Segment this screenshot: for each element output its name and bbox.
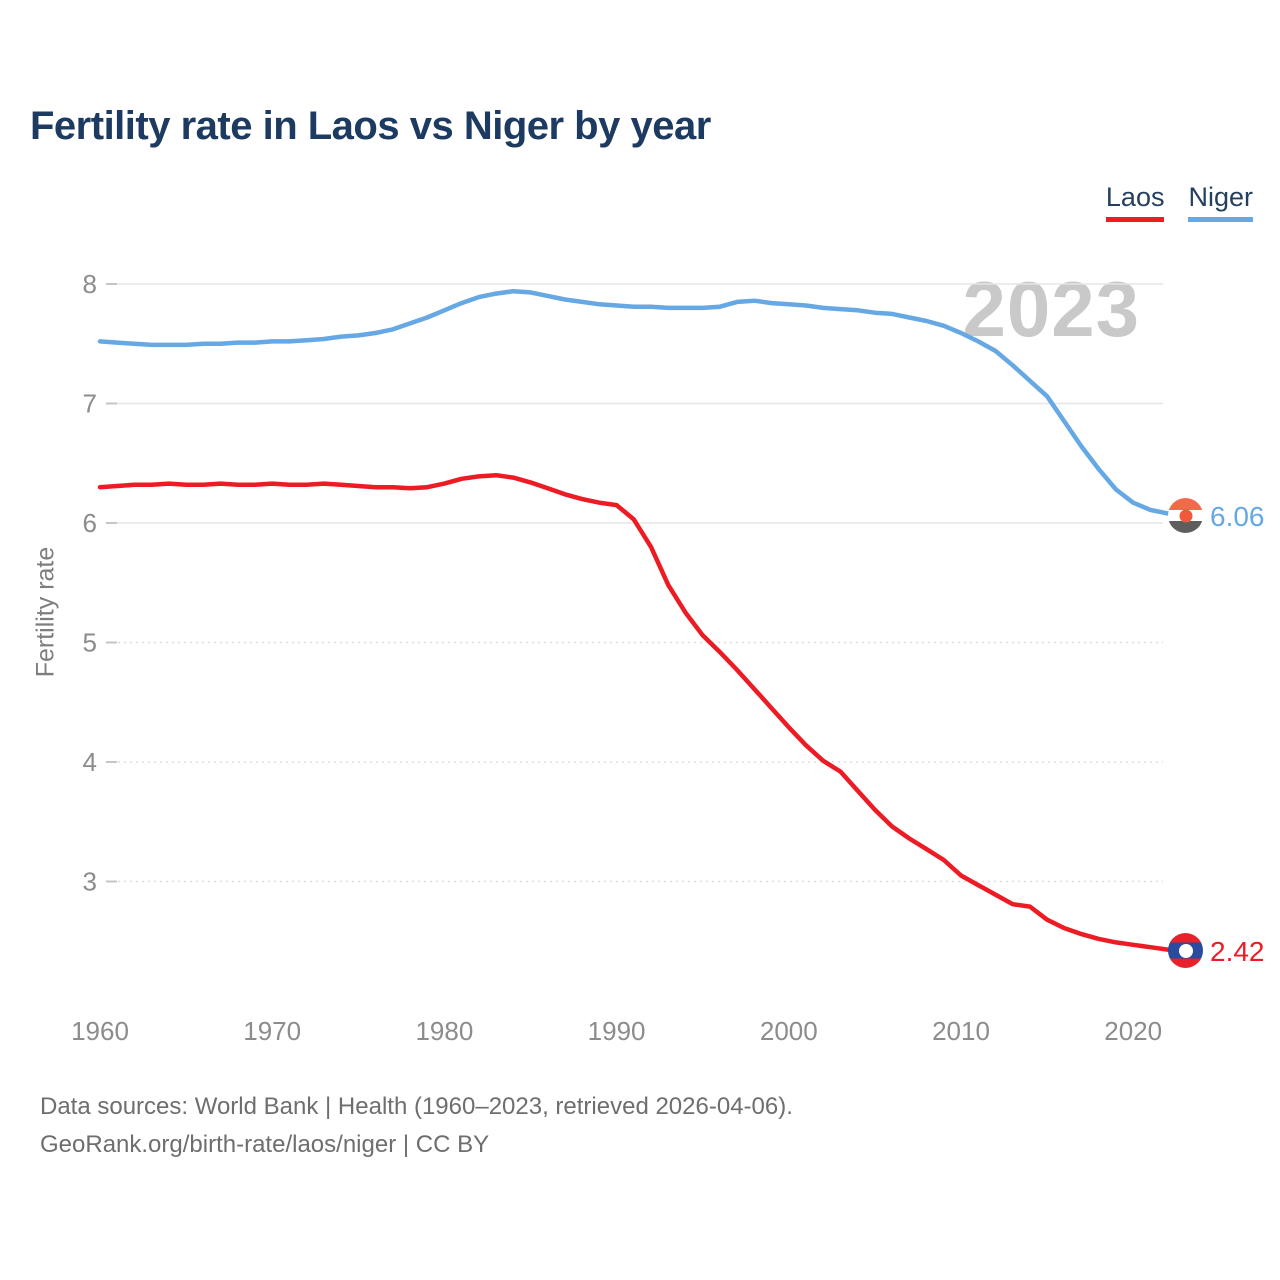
- x-tick-label: 2000: [760, 1016, 818, 1046]
- y-tick-label: 6: [83, 508, 97, 538]
- niger-end-value: 6.06: [1210, 501, 1265, 532]
- x-tick-label: 2020: [1104, 1016, 1162, 1046]
- legend: Laos Niger: [1105, 182, 1253, 222]
- x-tick-label: 2010: [932, 1016, 990, 1046]
- x-tick-label: 1960: [71, 1016, 129, 1046]
- x-tick-label: 1970: [243, 1016, 301, 1046]
- x-tick-label: 1990: [588, 1016, 646, 1046]
- y-tick-label: 5: [83, 628, 97, 658]
- legend-item-niger[interactable]: Niger: [1188, 182, 1253, 222]
- laos-end-value: 2.42: [1210, 936, 1265, 967]
- y-tick-label: 7: [83, 389, 97, 419]
- y-tick-label: 4: [83, 747, 97, 777]
- y-tick-label: 8: [83, 269, 97, 299]
- series-line-niger: [97, 288, 1188, 519]
- footer-sources: Data sources: World Bank | Health (1960–…: [40, 1093, 793, 1120]
- watermark-year: 2023: [962, 265, 1140, 353]
- x-tick-label: 1980: [415, 1016, 473, 1046]
- laos-flag-icon: [1168, 933, 1203, 968]
- y-tick-label: 3: [83, 867, 97, 897]
- laos-flag-disc: [1178, 943, 1193, 958]
- footer: Data sources: World Bank | Health (1960–…: [40, 1088, 793, 1164]
- page-title: Fertility rate in Laos vs Niger by year: [30, 104, 711, 148]
- series-line-laos: [97, 472, 1188, 954]
- niger-flag-dot: [1179, 509, 1192, 522]
- legend-item-laos[interactable]: Laos: [1105, 182, 1165, 222]
- footer-link: GeoRank.org/birth-rate/laos/niger | CC B…: [40, 1131, 490, 1158]
- niger-flag-icon: [1168, 498, 1203, 533]
- chart-plot: 8 7 6 5 4 3 1960 1970 1980 1990 2000 2010 2020: [71, 269, 1188, 1046]
